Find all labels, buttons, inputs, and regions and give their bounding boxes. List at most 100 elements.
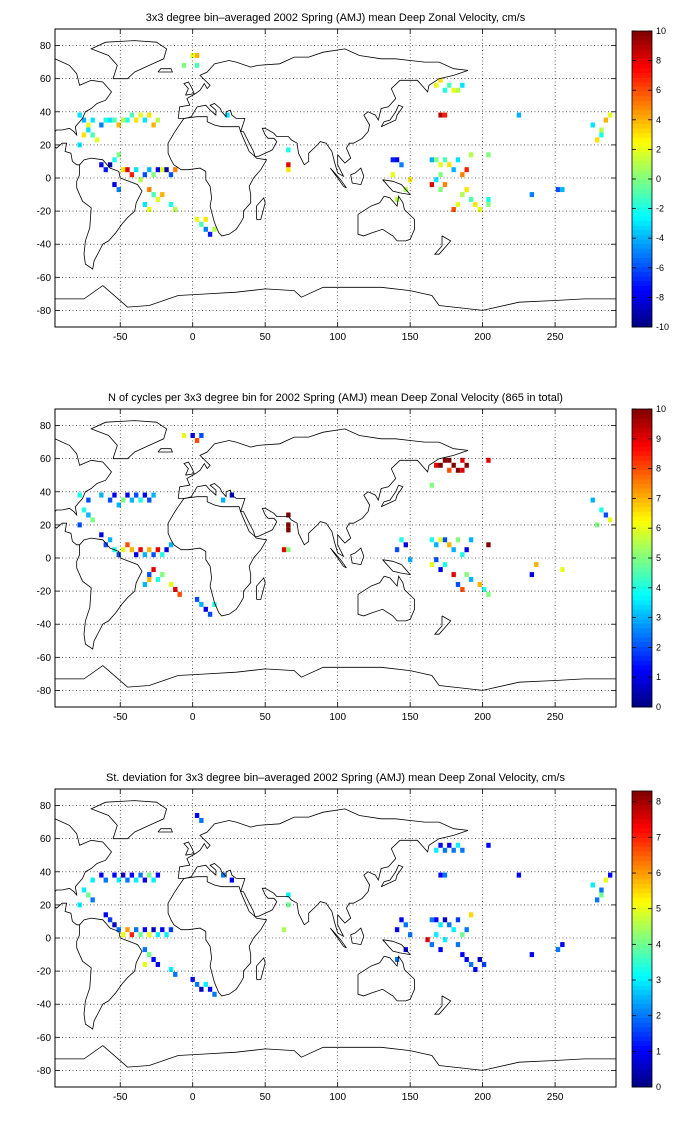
grid (55, 409, 616, 707)
data-cell (486, 591, 491, 597)
data-cell (455, 582, 461, 587)
data-cell (134, 877, 139, 883)
data-cell (481, 587, 487, 592)
data-cell (142, 117, 148, 123)
colorbar-segment (632, 999, 652, 1005)
colorbar-segment (632, 413, 652, 419)
coastline (433, 235, 452, 255)
data-cell (603, 512, 609, 518)
x-tick-label: 100 (329, 712, 346, 723)
x-tick-label: 150 (402, 332, 419, 343)
data-cell (599, 892, 604, 898)
data-cell (595, 522, 600, 528)
data-cell (212, 226, 217, 232)
data-cell (534, 562, 539, 568)
colorbar-tick-label: 7 (656, 832, 661, 842)
colorbar-segment (632, 427, 652, 433)
data-cell (599, 127, 604, 133)
data-cell (468, 912, 474, 918)
data-cell (560, 942, 565, 948)
data-cell (155, 197, 161, 202)
data-cell (555, 947, 561, 953)
data-cell (164, 167, 169, 173)
data-cell (151, 552, 156, 558)
data-cell (529, 572, 535, 578)
data-cell (212, 991, 217, 997)
data-cell (138, 547, 143, 553)
colorbar-tick-label: 5 (656, 904, 661, 914)
data-cell (173, 167, 178, 173)
data-cell (429, 157, 435, 163)
data-cell (199, 818, 204, 823)
data-cell (151, 122, 156, 128)
x-tick-label: -50 (113, 712, 128, 723)
data-cell (199, 601, 204, 607)
coastline (350, 927, 365, 946)
colorbar-segment (632, 688, 652, 694)
data-cell (486, 152, 491, 158)
stdev-map-panel: St. deviation for 3x3 degree bin–average… (37, 772, 661, 1103)
data-cell (129, 547, 135, 553)
data-cell (194, 438, 200, 443)
data-cell (142, 492, 148, 498)
data-cell (155, 932, 161, 938)
colorbar-segment (632, 576, 652, 582)
colorbar-tick-label: 0 (656, 1082, 661, 1092)
data-cell (473, 967, 478, 972)
data-cell (434, 542, 439, 548)
y-tick-label: -60 (37, 1033, 52, 1044)
data-cell (147, 167, 152, 173)
data-cell (429, 562, 435, 568)
data-cell (147, 112, 152, 118)
data-cell (168, 542, 174, 548)
data-cell (81, 507, 87, 513)
data-cell (451, 547, 456, 553)
data-cell (468, 197, 474, 202)
data-cell (451, 462, 456, 468)
data-cell (434, 462, 439, 468)
data-cell (464, 167, 469, 173)
data-cell (125, 927, 130, 933)
data-cell (99, 872, 104, 878)
data-cell (134, 927, 139, 933)
data-cell (86, 497, 91, 503)
data-cell (425, 937, 430, 943)
data-cell (155, 872, 161, 878)
data-cell (103, 542, 108, 548)
colorbar-segment (632, 1003, 652, 1009)
coastline (90, 420, 168, 460)
data-cell (468, 152, 474, 158)
colorbar-segment (632, 966, 652, 972)
colorbar-segment (632, 285, 652, 291)
colorbar-segment (632, 697, 652, 703)
colorbar-segment (632, 989, 652, 995)
y-tick-label: -20 (37, 587, 52, 598)
data-cell (142, 962, 148, 967)
data-cell (460, 552, 465, 558)
data-cell (155, 547, 161, 553)
cycles-map-title: N of cycles per 3x3 degree bin for 2002 … (108, 392, 563, 404)
colorbar-tick-label: 1 (656, 672, 661, 682)
data-cell (138, 497, 143, 503)
data-cells (77, 813, 613, 997)
y-tick-label: -80 (37, 306, 52, 317)
data-cell (286, 902, 291, 908)
colorbar-segment (632, 800, 652, 806)
data-cell (481, 962, 487, 967)
colorbar-tick-label: 10 (656, 404, 666, 414)
colorbar-segment (632, 1063, 652, 1069)
data-cell (451, 572, 456, 578)
data-cell (399, 162, 404, 168)
data-cell (160, 552, 165, 558)
data-cell (155, 962, 161, 967)
data-cell (438, 162, 443, 168)
colorbar-segment (632, 239, 652, 245)
y-tick-label: 40 (40, 867, 52, 878)
colorbar-segment (632, 183, 652, 189)
data-cell (81, 117, 87, 123)
colorbar-segment (632, 262, 652, 268)
colorbar-segment (632, 929, 652, 935)
colorbar-segment (632, 818, 652, 824)
data-cell (442, 872, 448, 878)
data-cell (107, 117, 113, 123)
